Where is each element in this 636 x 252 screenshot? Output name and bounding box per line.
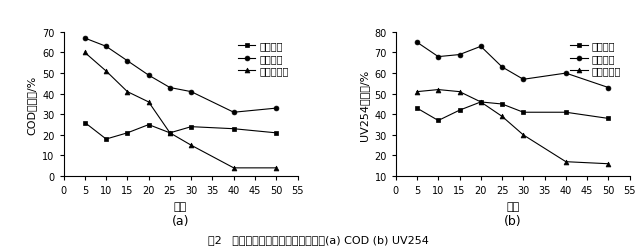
Legend: 臭氧氧化, 催化臭氧, 活性炭吸附: 臭氧氧化, 催化臭氧, 活性炭吸附 [566, 38, 625, 80]
催化臭氧 [434, 56, 442, 59]
Line: 催化臭氧: 催化臭氧 [415, 41, 611, 90]
活性炭吸附 [413, 91, 421, 94]
活性炭吸附 [123, 91, 131, 94]
臭氧氧化 [145, 123, 153, 127]
催化臭氧 [562, 72, 570, 75]
臭氧氧化 [520, 111, 527, 114]
活性炭吸附 [272, 167, 280, 170]
臭氧氧化 [81, 121, 88, 124]
活性炭吸附 [456, 91, 464, 94]
催化臭氧 [520, 78, 527, 81]
催化臭氧 [272, 107, 280, 110]
臭氧氧化 [123, 132, 131, 135]
X-axis label: 批次: 批次 [506, 201, 520, 211]
催化臭氧 [413, 42, 421, 45]
臭氧氧化 [434, 119, 442, 122]
臭氧氧化 [166, 132, 174, 135]
Text: 图2   活性炭对臭氧氧化效果的影响：(a) COD (b) UV254: 图2 活性炭对臭氧氧化效果的影响：(a) COD (b) UV254 [207, 234, 429, 244]
活性炭吸附 [230, 167, 237, 170]
活性炭吸附 [188, 144, 195, 147]
催化臭氧 [166, 87, 174, 90]
催化臭氧 [230, 111, 237, 114]
活性炭吸附 [498, 115, 506, 118]
催化臭氧 [102, 46, 110, 49]
臭氧氧化 [498, 103, 506, 106]
活性炭吸附 [477, 101, 485, 104]
活性炭吸附 [81, 52, 88, 55]
Line: 活性炭吸附: 活性炭吸附 [83, 51, 279, 171]
催化臭氧 [188, 91, 195, 94]
活性炭吸附 [562, 161, 570, 164]
臭氧氧化 [605, 117, 612, 120]
臭氧氧化 [102, 138, 110, 141]
臭氧氧化 [562, 111, 570, 114]
臭氧氧化 [413, 107, 421, 110]
活性炭吸附 [145, 101, 153, 104]
X-axis label: 批次: 批次 [174, 201, 187, 211]
活性炭吸附 [166, 132, 174, 135]
Y-axis label: UV254去除率/%: UV254去除率/% [359, 69, 369, 140]
臭氧氧化 [230, 128, 237, 131]
臭氧氧化 [456, 109, 464, 112]
臭氧氧化 [477, 101, 485, 104]
催化臭氧 [498, 66, 506, 69]
臭氧氧化 [188, 126, 195, 129]
Text: (a): (a) [172, 214, 190, 227]
催化臭氧 [123, 60, 131, 63]
催化臭氧 [81, 37, 88, 40]
Legend: 臭氧氧化, 催化臭氧, 活性炭吸附: 臭氧氧化, 催化臭氧, 活性炭吸附 [234, 38, 293, 80]
Text: (b): (b) [504, 214, 522, 227]
活性炭吸附 [434, 89, 442, 92]
催化臭氧 [477, 46, 485, 49]
活性炭吸附 [520, 134, 527, 137]
活性炭吸附 [102, 70, 110, 73]
活性炭吸附 [605, 163, 612, 166]
催化臭氧 [456, 54, 464, 57]
Line: 臭氧氧化: 臭氧氧化 [83, 121, 279, 142]
Line: 臭氧氧化: 臭氧氧化 [415, 100, 611, 123]
Line: 活性炭吸附: 活性炭吸附 [415, 88, 611, 167]
催化臭氧 [145, 74, 153, 77]
Line: 催化臭氧: 催化臭氧 [83, 37, 279, 115]
臭氧氧化 [272, 132, 280, 135]
催化臭氧 [605, 87, 612, 90]
Y-axis label: COD去除率/%: COD去除率/% [27, 75, 37, 134]
